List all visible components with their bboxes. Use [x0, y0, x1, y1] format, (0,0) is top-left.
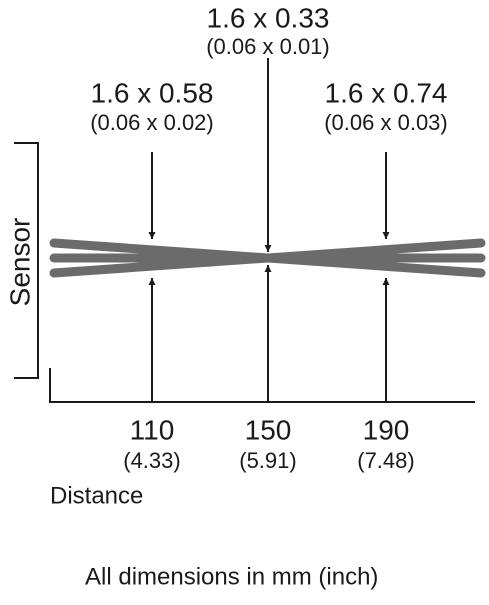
distance-mm: 190 [363, 414, 410, 445]
spot-size-inch: (0.06 x 0.01) [206, 34, 330, 59]
spot-size-mm: 1.6 x 0.74 [325, 77, 448, 108]
distance-axis [49, 368, 475, 403]
distance-mm: 110 [130, 414, 175, 445]
distance-inch: (4.33) [123, 448, 180, 473]
distance-mm: 150 [245, 414, 292, 445]
footnote: All dimensions in mm (inch) [85, 563, 378, 590]
distance-inch: (7.48) [357, 448, 414, 473]
distance-inch: (5.91) [239, 448, 296, 473]
sensor-label: Sensor [4, 218, 35, 307]
spot-size-inch: (0.06 x 0.02) [90, 110, 214, 135]
spot-size-inch: (0.06 x 0.03) [324, 110, 448, 135]
beam [49, 238, 486, 278]
spot-size-mm: 1.6 x 0.33 [207, 2, 330, 33]
distance-label: Distance [50, 482, 143, 509]
spot-size-mm: 1.6 x 0.58 [91, 77, 214, 108]
sensor-bracket [14, 142, 39, 379]
spots: 1.6 x 0.58(0.06 x 0.02) 110 (4.33) 1.6 x 0.… [90, 2, 448, 472]
